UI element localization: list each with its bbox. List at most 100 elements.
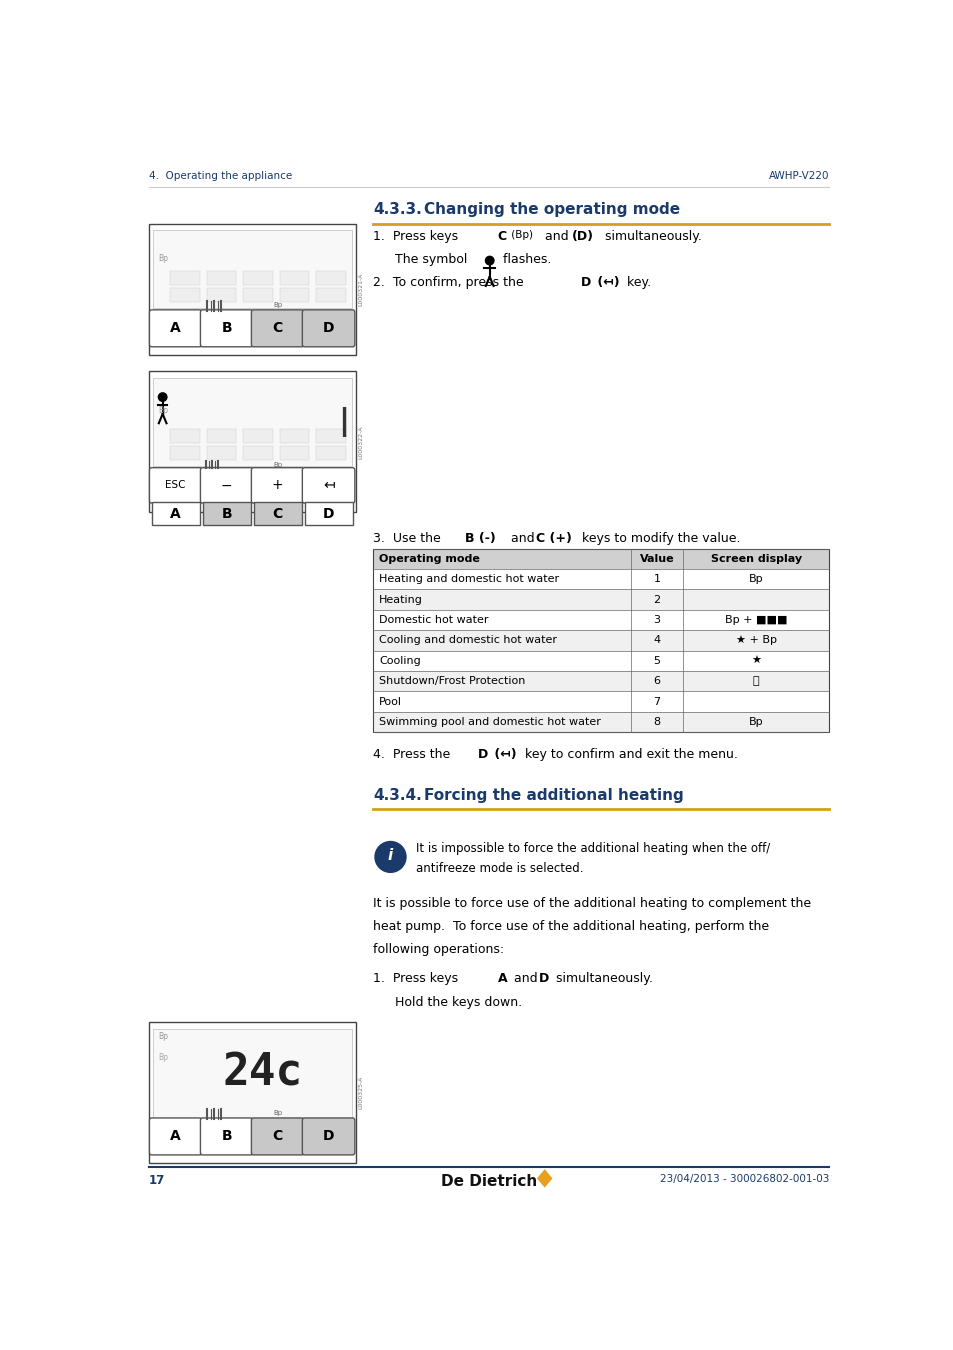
FancyBboxPatch shape — [152, 502, 199, 525]
Text: following operations:: following operations: — [373, 944, 504, 956]
Text: 24c: 24c — [222, 1052, 302, 1095]
Text: Bp: Bp — [748, 574, 762, 585]
Text: simultaneously.: simultaneously. — [600, 230, 701, 243]
Text: A: A — [171, 1130, 181, 1143]
Text: and: and — [540, 230, 572, 243]
FancyBboxPatch shape — [171, 289, 199, 302]
Text: (↤): (↤) — [592, 275, 618, 289]
FancyBboxPatch shape — [152, 1029, 352, 1118]
Text: Forcing the additional heating: Forcing the additional heating — [423, 787, 683, 803]
Text: 1.  Press keys: 1. Press keys — [373, 972, 462, 986]
Text: B: B — [221, 1130, 232, 1143]
Text: Pool: Pool — [378, 697, 401, 706]
Text: simultaneously.: simultaneously. — [551, 972, 652, 986]
FancyBboxPatch shape — [200, 310, 253, 347]
Text: C: C — [273, 1130, 282, 1143]
Text: and: and — [509, 972, 541, 986]
Text: Swimming pool and domestic hot water: Swimming pool and domestic hot water — [378, 717, 600, 728]
Text: Heating: Heating — [378, 594, 422, 605]
FancyBboxPatch shape — [243, 289, 273, 302]
Text: 1: 1 — [653, 574, 659, 585]
Text: Bp: Bp — [158, 1033, 168, 1041]
Text: Value: Value — [639, 554, 674, 564]
Text: Bp: Bp — [273, 463, 282, 468]
Text: key to confirm and exit the menu.: key to confirm and exit the menu. — [520, 748, 737, 760]
Text: B (-): B (-) — [464, 532, 496, 544]
Text: (Bp): (Bp) — [508, 230, 533, 240]
Text: Bp: Bp — [748, 717, 762, 728]
Text: flashes.: flashes. — [498, 252, 551, 266]
FancyBboxPatch shape — [315, 429, 345, 443]
FancyBboxPatch shape — [304, 502, 353, 525]
Text: A: A — [497, 972, 507, 986]
Text: AWHP-V220: AWHP-V220 — [768, 171, 828, 181]
Text: D: D — [322, 506, 334, 521]
FancyBboxPatch shape — [373, 651, 828, 671]
Text: L000325-A: L000325-A — [358, 1076, 363, 1110]
FancyBboxPatch shape — [302, 467, 355, 504]
Text: 17: 17 — [149, 1173, 165, 1187]
Text: D: D — [322, 321, 334, 335]
Text: key.: key. — [622, 275, 651, 289]
Text: |: | — [338, 406, 349, 437]
FancyBboxPatch shape — [373, 610, 828, 630]
Text: Bp: Bp — [273, 302, 282, 308]
Text: D: D — [477, 748, 488, 760]
FancyBboxPatch shape — [171, 446, 199, 460]
Text: 4.  Operating the appliance: 4. Operating the appliance — [149, 171, 292, 181]
FancyBboxPatch shape — [149, 371, 355, 513]
FancyBboxPatch shape — [315, 446, 345, 460]
Text: ★: ★ — [750, 656, 760, 666]
Text: B: B — [221, 321, 232, 335]
FancyBboxPatch shape — [150, 1118, 202, 1154]
Text: (↤): (↤) — [489, 748, 516, 760]
FancyBboxPatch shape — [315, 289, 345, 302]
Text: Changing the operating mode: Changing the operating mode — [423, 202, 679, 217]
FancyBboxPatch shape — [252, 467, 304, 504]
Text: Heating and domestic hot water: Heating and domestic hot water — [378, 574, 558, 585]
Text: 4: 4 — [653, 636, 660, 645]
Text: Shutdown/Frost Protection: Shutdown/Frost Protection — [378, 676, 525, 686]
Text: Screen display: Screen display — [710, 554, 801, 564]
Text: 23/04/2013 - 300026802-001-03: 23/04/2013 - 300026802-001-03 — [659, 1173, 828, 1184]
Text: A: A — [171, 321, 181, 335]
Text: Domestic hot water: Domestic hot water — [378, 616, 488, 625]
Text: D: D — [580, 275, 591, 289]
Text: Hold the keys down.: Hold the keys down. — [395, 995, 521, 1008]
FancyBboxPatch shape — [253, 502, 301, 525]
Circle shape — [485, 256, 494, 265]
Text: Bp: Bp — [158, 254, 168, 263]
Text: 4.3.3.: 4.3.3. — [373, 202, 422, 217]
Text: 4.  Press the: 4. Press the — [373, 748, 455, 760]
Text: Cooling and domestic hot water: Cooling and domestic hot water — [378, 636, 557, 645]
FancyBboxPatch shape — [203, 502, 251, 525]
FancyBboxPatch shape — [152, 378, 352, 466]
FancyBboxPatch shape — [150, 310, 202, 347]
Text: ★ + Bp: ★ + Bp — [735, 636, 776, 645]
FancyBboxPatch shape — [373, 568, 828, 590]
Text: ESC: ESC — [165, 481, 186, 490]
FancyBboxPatch shape — [243, 446, 273, 460]
Text: 6: 6 — [653, 676, 659, 686]
FancyBboxPatch shape — [252, 310, 304, 347]
Text: 8: 8 — [653, 717, 660, 728]
Circle shape — [375, 841, 406, 872]
FancyBboxPatch shape — [373, 691, 828, 711]
Text: −: − — [221, 478, 233, 493]
Text: ⏻: ⏻ — [752, 676, 759, 686]
Text: 3: 3 — [653, 616, 659, 625]
Text: 3.  Use the: 3. Use the — [373, 532, 445, 544]
Text: antifreeze mode is selected.: antifreeze mode is selected. — [416, 863, 583, 875]
Text: 2.  To confirm, press the: 2. To confirm, press the — [373, 275, 528, 289]
Text: keys to modify the value.: keys to modify the value. — [578, 532, 740, 544]
Text: 2: 2 — [653, 594, 660, 605]
FancyBboxPatch shape — [279, 429, 309, 443]
FancyBboxPatch shape — [373, 630, 828, 651]
Text: C: C — [273, 321, 282, 335]
FancyBboxPatch shape — [373, 548, 828, 568]
Text: Cooling: Cooling — [378, 656, 420, 666]
FancyBboxPatch shape — [243, 271, 273, 285]
Text: (D): (D) — [571, 230, 593, 243]
Text: 5: 5 — [653, 656, 659, 666]
FancyBboxPatch shape — [200, 467, 253, 504]
